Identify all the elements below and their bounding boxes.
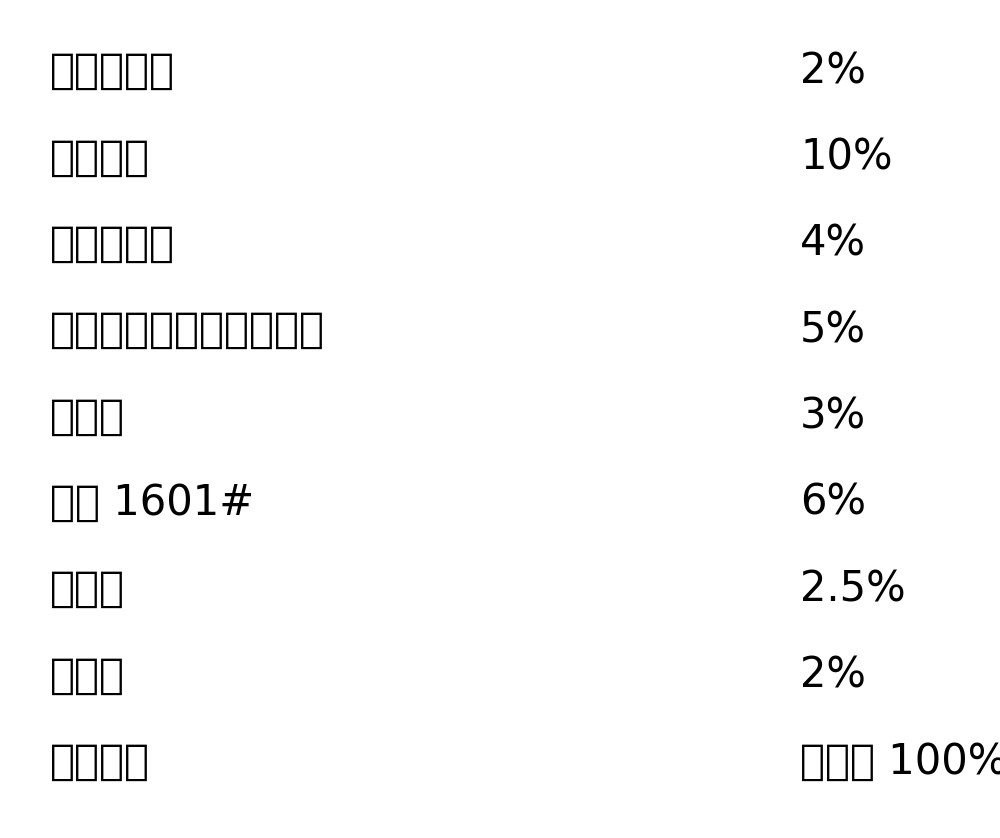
Text: 2%: 2% <box>800 654 866 696</box>
Text: 有机硅: 有机硅 <box>50 568 125 610</box>
Text: 氟丁酰草胺: 氟丁酰草胺 <box>50 223 175 265</box>
Text: 去离子水: 去离子水 <box>50 741 150 783</box>
Text: 3%: 3% <box>800 396 866 437</box>
Text: 补足至 100%: 补足至 100% <box>800 741 1000 783</box>
Text: 2%: 2% <box>800 50 866 92</box>
Text: 农乳 1601#: 农乳 1601# <box>50 482 254 524</box>
Text: 4%: 4% <box>800 223 866 265</box>
Text: 6%: 6% <box>800 482 866 524</box>
Text: 丙嗪嘧磺隆: 丙嗪嘧磺隆 <box>50 50 175 92</box>
Text: 乙二醇: 乙二醇 <box>50 654 125 696</box>
Text: 5%: 5% <box>800 309 866 351</box>
Text: 双唑草腈: 双唑草腈 <box>50 137 150 178</box>
Text: 黄原胶: 黄原胶 <box>50 396 125 437</box>
Text: 2.5%: 2.5% <box>800 568 906 610</box>
Text: 10%: 10% <box>800 137 893 178</box>
Text: 甲基萘磺酸钠甲醛缩合物: 甲基萘磺酸钠甲醛缩合物 <box>50 309 325 351</box>
